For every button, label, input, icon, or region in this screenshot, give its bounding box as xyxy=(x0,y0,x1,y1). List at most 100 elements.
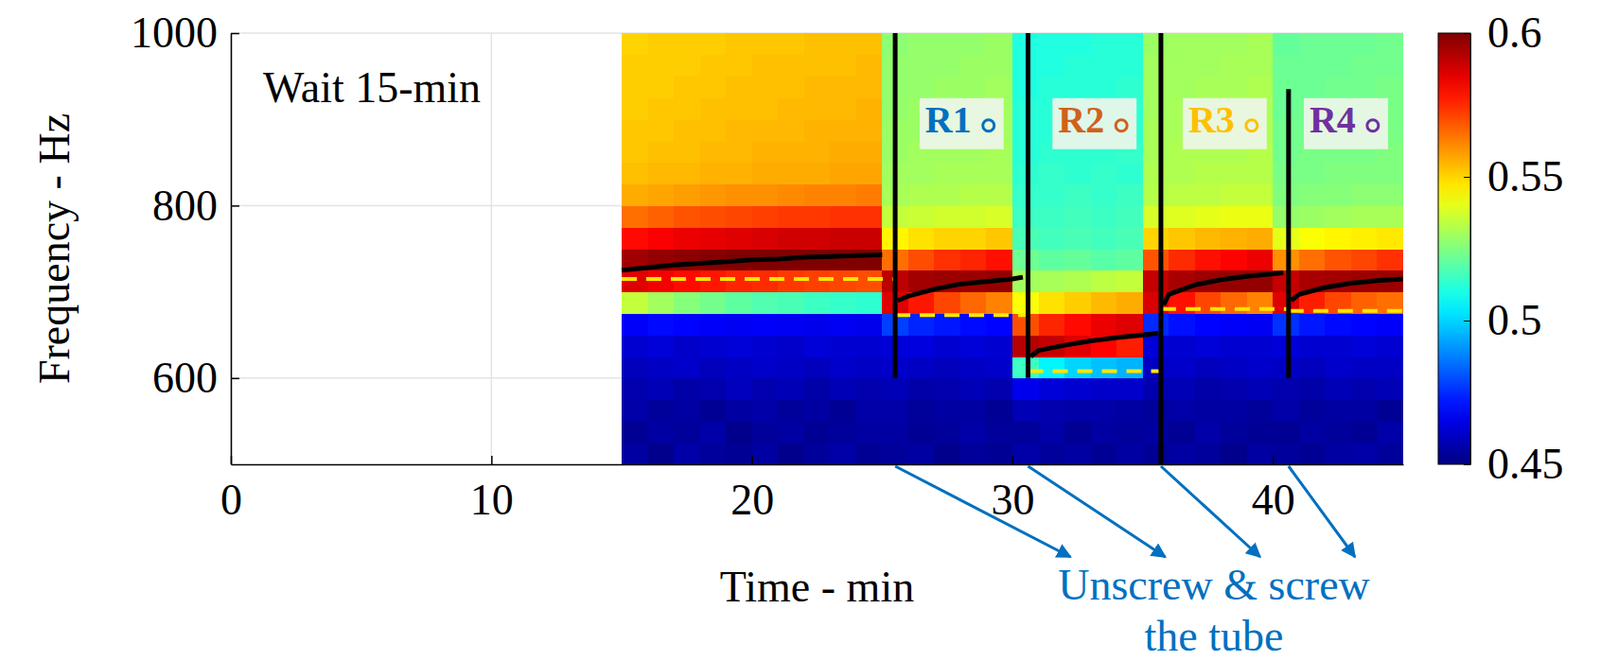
heatmap-cell xyxy=(1090,76,1118,99)
heatmap-cell xyxy=(725,356,753,379)
heatmap-cell xyxy=(1324,334,1352,357)
heatmap-cell xyxy=(829,292,857,315)
heatmap-cell xyxy=(648,442,675,465)
heatmap-cell xyxy=(1299,400,1326,422)
heatmap-cell xyxy=(1324,54,1352,77)
heatmap-cell xyxy=(700,227,727,249)
heatmap-cell xyxy=(856,140,883,163)
heatmap-cell xyxy=(1090,356,1118,379)
heatmap-cell xyxy=(960,248,987,271)
region-labels: R1R2R3R4 xyxy=(919,98,1389,150)
heatmap-cell xyxy=(1272,378,1300,401)
y-tick-label: 1000 xyxy=(130,8,218,57)
heatmap-cell xyxy=(1324,378,1352,401)
heatmap-cell xyxy=(725,227,753,249)
heatmap-cell xyxy=(1038,442,1066,465)
heatmap-cell xyxy=(1064,356,1091,379)
heatmap-cell xyxy=(673,97,701,120)
heatmap-cell xyxy=(985,227,1013,249)
heatmap-cell xyxy=(1195,442,1222,465)
heatmap-cell xyxy=(1142,270,1170,293)
y-axis-line xyxy=(230,34,233,466)
plot-area xyxy=(621,33,1404,465)
heatmap-cell xyxy=(777,97,805,120)
heatmap-cell xyxy=(1247,54,1274,77)
heatmap-cell xyxy=(1195,205,1222,228)
heatmap-cell xyxy=(1064,292,1091,315)
heatmap-cell xyxy=(829,76,857,99)
heatmap-cell xyxy=(804,421,831,443)
heatmap-cell xyxy=(1142,227,1170,249)
heatmap-cell xyxy=(1299,227,1326,249)
heatmap-cell xyxy=(1195,421,1222,443)
heatmap-cell xyxy=(777,378,805,401)
heatmap-cell xyxy=(1012,378,1039,401)
x-tick-mark xyxy=(751,456,754,465)
heatmap-cell xyxy=(881,378,909,401)
heatmap-cell xyxy=(673,378,701,401)
heatmap-cell xyxy=(829,97,857,120)
heatmap-cell xyxy=(648,421,675,443)
heatmap-cell xyxy=(1220,184,1248,207)
heatmap-cell xyxy=(1220,54,1248,77)
transient xyxy=(1025,33,1031,379)
heatmap-cell xyxy=(725,184,753,207)
heatmap-cell xyxy=(648,356,675,379)
heatmap-cell xyxy=(1064,378,1091,401)
heatmap-cell xyxy=(1038,162,1066,185)
heatmap-cell xyxy=(829,184,857,207)
heatmap-cell xyxy=(700,119,727,141)
heatmap-cell xyxy=(829,400,857,422)
region-marker xyxy=(983,120,995,132)
heatmap-cell xyxy=(829,378,857,401)
transient xyxy=(893,33,898,379)
heatmap-cell xyxy=(621,334,649,357)
heatmap-cell xyxy=(1090,33,1118,55)
heatmap-cell xyxy=(933,54,961,77)
region-label-text: R1 xyxy=(925,98,972,141)
heatmap-cell xyxy=(1376,76,1404,99)
heatmap-cell xyxy=(1376,184,1404,207)
heatmap-cell xyxy=(856,97,883,120)
heatmap-cell xyxy=(1220,421,1248,443)
heatmap-cell xyxy=(1142,54,1170,77)
heatmap-cell xyxy=(933,400,961,422)
heatmap-cell xyxy=(804,248,831,271)
heatmap-cell xyxy=(908,33,935,55)
heatmap-cell xyxy=(1351,33,1378,55)
heatmap-cell xyxy=(1038,227,1066,249)
heatmap-cell xyxy=(1324,205,1352,228)
heatmap-cell xyxy=(1299,421,1326,443)
heatmap-cell xyxy=(673,270,701,293)
y-tick: 1000 xyxy=(130,8,240,57)
heatmap-cell xyxy=(985,162,1013,185)
heatmap-cell xyxy=(752,119,779,141)
colorbar-tick: 0.45 xyxy=(1463,439,1565,489)
heatmap-cell xyxy=(777,270,805,293)
heatmap-cell xyxy=(1038,313,1066,335)
heatmap-cell xyxy=(908,76,935,99)
heatmap-cell xyxy=(621,140,649,163)
heatmap-cell xyxy=(933,162,961,185)
heatmap-cell xyxy=(1247,421,1274,443)
heatmap-cell xyxy=(1272,421,1300,443)
heatmap-cell xyxy=(1116,54,1143,77)
heatmap-cell xyxy=(725,97,753,120)
heatmap-cell xyxy=(648,334,675,357)
heatmap-cell xyxy=(1142,442,1170,465)
heatmap-cell xyxy=(1247,184,1274,207)
heatmap-cell xyxy=(804,97,831,120)
heatmap-cell xyxy=(777,421,805,443)
heatmap-cell xyxy=(673,205,701,228)
heatmap-cell xyxy=(829,356,857,379)
baseline xyxy=(895,313,1028,317)
y-tick: 600 xyxy=(152,353,240,403)
heatmap-cell xyxy=(1168,356,1196,379)
baseline xyxy=(621,277,896,282)
heatmap-cell xyxy=(1064,248,1091,271)
heatmap-cell xyxy=(1168,400,1196,422)
heatmap-cell xyxy=(777,400,805,422)
heatmap-cell xyxy=(777,119,805,141)
region-label-text: R2 xyxy=(1057,98,1105,141)
heatmap-cell xyxy=(829,313,857,335)
